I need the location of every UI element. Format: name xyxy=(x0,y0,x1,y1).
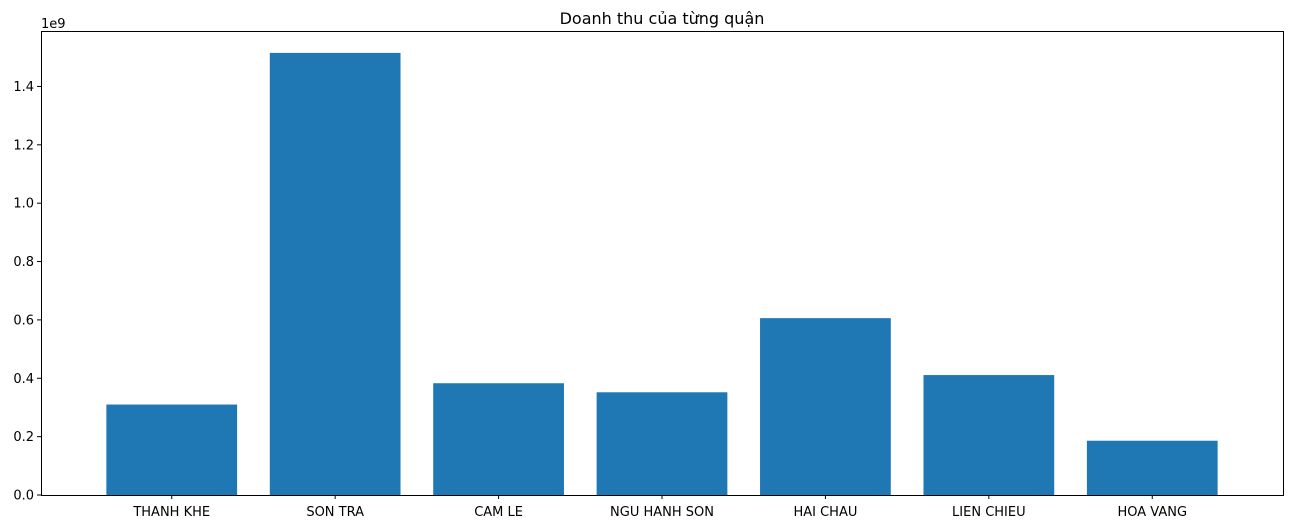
bar-ngu-hanh-son xyxy=(596,392,728,495)
bar-cam-le xyxy=(433,383,564,495)
chart-title: Doanh thu của từng quận xyxy=(560,9,765,28)
x-tick-label: HOA VANG xyxy=(1117,505,1187,520)
bar-hoa-vang xyxy=(1086,440,1218,495)
plot-frame xyxy=(41,31,1284,496)
y-tick-label: 1.0 xyxy=(13,197,34,212)
x-tick-label: CAM LE xyxy=(474,505,523,520)
x-tick-label: SON TRA xyxy=(306,505,364,520)
bar-lien-chieu xyxy=(923,375,1055,495)
x-tick-label: NGU HANH SON xyxy=(610,505,714,520)
y-tick-label: 0.8 xyxy=(13,255,34,270)
y-tick-label: 0.4 xyxy=(13,372,34,387)
bar-hai-chau xyxy=(760,318,891,495)
y-tick-label: 0.2 xyxy=(13,430,34,445)
bar-son-tra xyxy=(269,52,401,496)
x-tick-label: HAI CHAU xyxy=(793,505,857,520)
y-tick-label: 1.2 xyxy=(13,138,34,153)
y-axis-offset-label: 1e9 xyxy=(41,17,66,32)
y-axis: 0.0 0.2 0.4 0.6 0.8 1.0 1.2 1.4 xyxy=(13,80,41,504)
y-tick-label: 0.6 xyxy=(13,313,34,328)
bars-group xyxy=(106,52,1218,496)
x-tick-label: THANH KHE xyxy=(132,505,210,520)
bar-thanh-khe xyxy=(106,404,238,495)
x-axis: THANH KHE SON TRA CAM LE NGU HANH SON HAI CH… xyxy=(132,495,1187,520)
x-tick-label: LIEN CHIEU xyxy=(952,505,1026,520)
y-tick-label: 1.4 xyxy=(13,80,34,95)
y-tick-label: 0.0 xyxy=(13,489,34,504)
